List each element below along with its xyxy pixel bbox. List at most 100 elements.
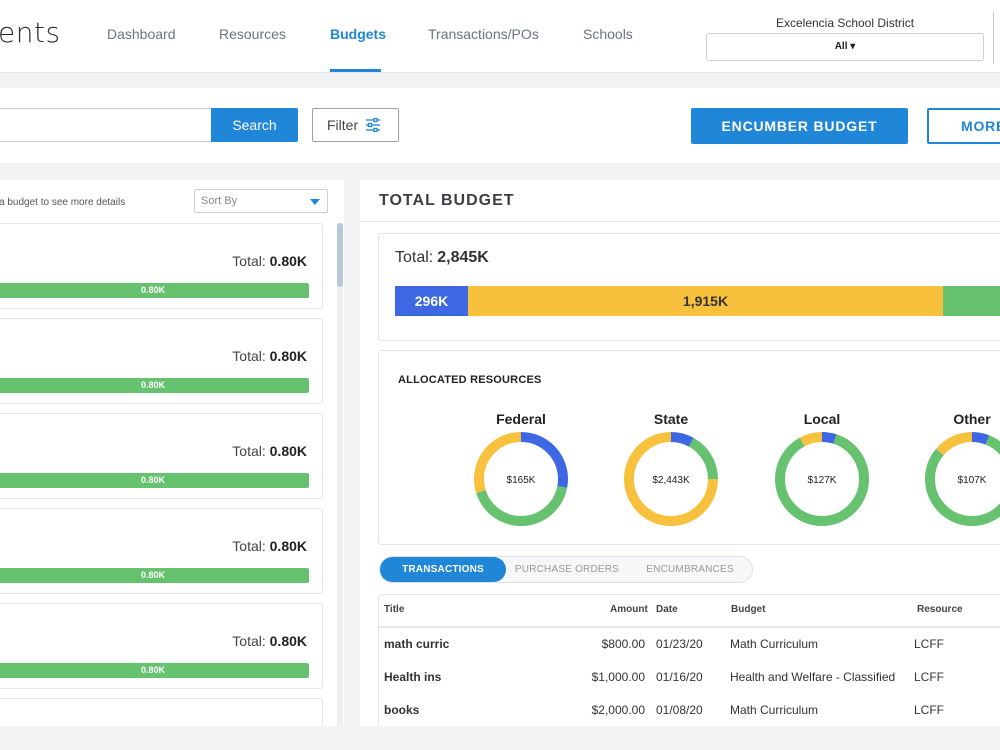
- budget-card[interactable]: Total: 0.80K 0.80K: [0, 413, 323, 499]
- active-nav-indicator: [330, 69, 381, 72]
- card-total-value: 0.80K: [269, 253, 307, 269]
- donut-state[interactable]: State $2,443K: [611, 411, 731, 529]
- transaction-tabs: TRANSACTIONS PURCHASE ORDERS ENCUMBRANCE…: [379, 556, 753, 583]
- card-total-value: 0.80K: [269, 443, 307, 459]
- card-total: Total: 0.80K: [232, 253, 307, 269]
- sort-by-select[interactable]: Sort By: [194, 189, 328, 213]
- donut-segment-green: [775, 432, 869, 526]
- nav-item-transactions[interactable]: Transactions/POs: [428, 26, 539, 42]
- app-logo[interactable]: ents: [0, 16, 61, 49]
- card-total-label: Total:: [232, 253, 266, 269]
- donut-segment-green: [624, 432, 718, 526]
- donut-value: $2,443K: [652, 475, 690, 486]
- card-total-label: Total:: [232, 348, 266, 364]
- card-total-label: Total:: [232, 443, 266, 459]
- column-header-title[interactable]: Title: [384, 604, 405, 615]
- total-budget: Total: 2,845K: [395, 249, 489, 267]
- cell-title: Health ins: [384, 670, 442, 684]
- state-segment[interactable]: 1,915K: [468, 286, 943, 316]
- search-input[interactable]: [0, 108, 212, 142]
- filter-sliders-icon: [366, 118, 380, 132]
- column-header-budget[interactable]: Budget: [731, 604, 766, 615]
- donut-value: $127K: [808, 475, 837, 486]
- nav-item-resources[interactable]: Resources: [219, 26, 286, 42]
- column-header-resource[interactable]: Resource: [917, 604, 963, 615]
- budget-card[interactable]: [0, 698, 323, 726]
- nav-item-schools[interactable]: Schools: [583, 26, 633, 42]
- tab-purchase-orders[interactable]: PURCHASE ORDERS: [514, 564, 620, 575]
- district-select[interactable]: All ▾: [706, 33, 984, 61]
- cell-amount: $1,000.00: [591, 670, 645, 684]
- column-header-date[interactable]: Date: [656, 604, 678, 615]
- sort-by-placeholder: Sort By: [201, 195, 238, 207]
- header-divider: [379, 626, 1000, 628]
- card-total-value: 0.80K: [269, 633, 307, 649]
- cell-date: 01/08/20: [656, 703, 703, 717]
- card-progress-bar: 0.80K: [0, 283, 309, 298]
- nav-item-budgets[interactable]: Budgets: [330, 26, 386, 42]
- card-total: Total: 0.80K: [232, 443, 307, 459]
- donut-local[interactable]: Local $127K: [762, 411, 882, 529]
- cell-date: 01/23/20: [656, 637, 703, 651]
- column-header-amount[interactable]: Amount: [610, 604, 648, 615]
- card-progress-bar: 0.80K: [0, 568, 309, 583]
- local-segment[interactable]: [943, 286, 1000, 316]
- donut-segment-yellow: [775, 432, 869, 526]
- budget-card[interactable]: Total: 0.80K 0.80K: [0, 508, 323, 594]
- donut-chart: $127K: [775, 432, 869, 526]
- nav-item-dashboard[interactable]: Dashboard: [107, 26, 176, 42]
- donut-federal[interactable]: Federal $165K: [461, 411, 581, 529]
- donut-segment-yellow: [474, 432, 568, 526]
- budget-detail-panel: TOTAL BUDGET Total: 2,845K 296K 1,915K AL…: [360, 180, 1000, 726]
- donut-chart: $107K: [925, 432, 1000, 526]
- card-progress-bar: 0.80K: [0, 473, 309, 488]
- cell-title: math curric: [384, 637, 450, 651]
- donut-chart: $165K: [474, 432, 568, 526]
- donut-value: $165K: [507, 475, 536, 486]
- card-total-value: 0.80K: [269, 348, 307, 364]
- tab-encumbrances[interactable]: ENCUMBRANCES: [646, 564, 734, 575]
- budget-card[interactable]: Total: 0.80K 0.80K: [0, 318, 323, 404]
- cell-date: 01/16/20: [656, 670, 703, 684]
- total-budget-card: Total: 2,845K 296K 1,915K: [378, 233, 1000, 341]
- cell-title: books: [384, 703, 420, 717]
- chevron-down-icon: [310, 199, 320, 205]
- cell-amount: $2,000.00: [591, 703, 645, 717]
- list-scrollbar-track[interactable]: [337, 223, 343, 726]
- donut-name: State: [653, 411, 689, 427]
- total-budget-label: Total:: [395, 249, 434, 266]
- cell-budget: Health and Welfare - Classified: [730, 670, 896, 684]
- donut-name: Federal: [496, 411, 546, 427]
- card-progress-bar: 0.80K: [0, 378, 309, 393]
- toolbar: Search Filter ENCUMBER BUDGET MORE: [0, 88, 1000, 163]
- filter-button-label: Filter: [327, 117, 359, 133]
- budget-list-hint: a budget to see more details: [0, 197, 126, 208]
- federal-segment[interactable]: 296K: [395, 286, 468, 316]
- donut-other[interactable]: Other $107K: [912, 411, 1000, 529]
- cell-amount: $800.00: [601, 637, 645, 651]
- budget-card[interactable]: Total: 0.80K 0.80K: [0, 223, 323, 309]
- donut-segment-yellow: [624, 432, 718, 526]
- card-total: Total: 0.80K: [232, 538, 307, 554]
- district-label: Excelencia School District: [775, 16, 915, 30]
- list-scrollbar-thumb[interactable]: [337, 223, 343, 287]
- donut-segment-yellow: [925, 432, 1000, 526]
- cell-budget: Math Curriculum: [730, 703, 819, 717]
- search-button[interactable]: Search: [211, 108, 298, 142]
- card-total-value: 0.80K: [269, 538, 307, 554]
- budget-list-panel: a budget to see more details Sort By Tot…: [0, 180, 344, 726]
- donut-name: Local: [803, 411, 841, 427]
- cell-resource: LCFF: [914, 637, 944, 651]
- cell-budget: Math Curriculum: [730, 637, 819, 651]
- divider: [360, 221, 1000, 222]
- donut-chart: $2,443K: [624, 432, 718, 526]
- filter-button[interactable]: Filter: [312, 108, 399, 142]
- budget-card[interactable]: Total: 0.80K 0.80K: [0, 603, 323, 689]
- donut-value: $107K: [958, 475, 987, 486]
- tab-transactions[interactable]: TRANSACTIONS: [380, 557, 506, 582]
- more-button[interactable]: MORE: [927, 108, 1000, 144]
- donut-segment-green: [925, 432, 1000, 526]
- encumber-budget-button[interactable]: ENCUMBER BUDGET: [691, 108, 908, 144]
- card-progress-bar: 0.80K: [0, 663, 309, 678]
- nav-divider: [993, 12, 994, 64]
